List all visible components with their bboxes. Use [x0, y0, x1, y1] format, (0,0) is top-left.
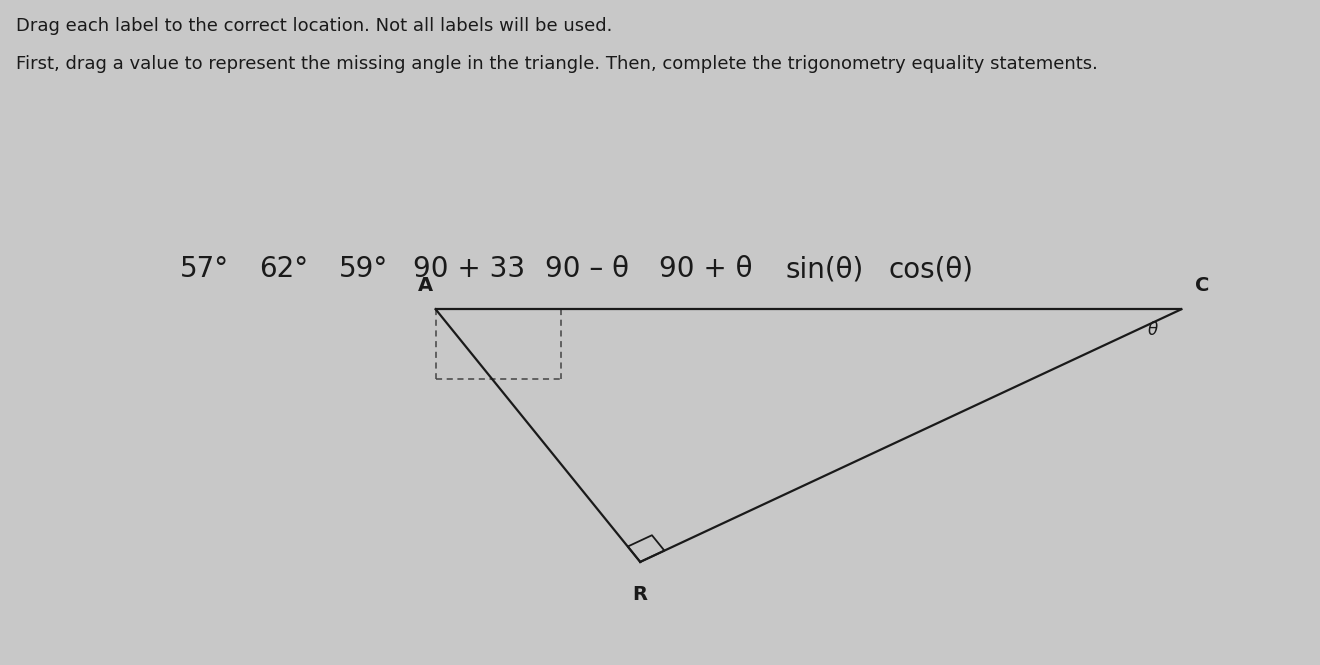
- Text: First, drag a value to represent the missing angle in the triangle. Then, comple: First, drag a value to represent the mis…: [16, 55, 1098, 72]
- Text: C: C: [1195, 275, 1209, 295]
- Text: sin(θ): sin(θ): [785, 255, 865, 283]
- Text: θ: θ: [1147, 321, 1158, 339]
- Text: 59°: 59°: [338, 255, 388, 283]
- Text: A: A: [417, 275, 433, 295]
- Text: cos(θ): cos(θ): [888, 255, 973, 283]
- Text: 62°: 62°: [259, 255, 309, 283]
- Text: 90 + 33: 90 + 33: [413, 255, 524, 283]
- Text: R: R: [632, 585, 648, 604]
- Text: 57°: 57°: [180, 255, 230, 283]
- Text: 90 + θ: 90 + θ: [660, 255, 752, 283]
- Text: 90 – θ: 90 – θ: [545, 255, 630, 283]
- Text: Drag each label to the correct location. Not all labels will be used.: Drag each label to the correct location.…: [16, 17, 612, 35]
